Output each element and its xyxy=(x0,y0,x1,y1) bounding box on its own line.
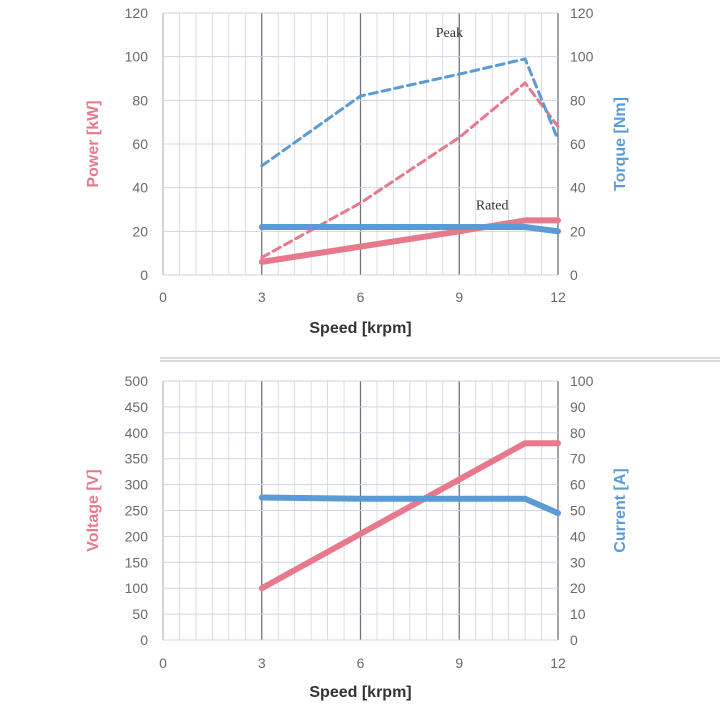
annotation-rated: Rated xyxy=(476,199,509,214)
x-tick-label: 12 xyxy=(550,655,566,671)
y-left-tick-label: 0 xyxy=(140,632,148,648)
y-left-tick-label: 500 xyxy=(125,373,149,389)
y-left-tick-label: 50 xyxy=(132,606,148,622)
y-left-tick-label: 250 xyxy=(125,503,149,519)
x-tick-label: 3 xyxy=(258,655,266,671)
x-axis-title: Speed [krpm] xyxy=(309,320,411,337)
y-left-tick-label: 80 xyxy=(132,92,148,108)
y-left-tick-label: 0 xyxy=(140,267,148,283)
power-torque-chart: 0 3 6 9 12020406080100120020406080100120Spee… xyxy=(85,5,629,337)
x-axis-title: Speed [krpm] xyxy=(309,684,411,701)
y-left-tick-label: 20 xyxy=(132,223,148,239)
y-right-tick-label: 0 xyxy=(570,267,578,283)
y-left-tick-label: 150 xyxy=(125,554,149,570)
y-right-tick-label: 120 xyxy=(570,5,594,21)
y-right-tick-label: 20 xyxy=(570,580,586,596)
y-left-tick-label: 450 xyxy=(125,399,149,415)
y-left-tick-label: 120 xyxy=(125,5,149,21)
series-line-1 xyxy=(258,440,561,592)
y-right-tick-label: 90 xyxy=(570,399,586,415)
x-tick-label: 0 xyxy=(159,655,167,671)
y-right-tick-label: 60 xyxy=(570,136,586,152)
x-tick-label: 6 xyxy=(357,289,365,305)
y-right-tick-label: 50 xyxy=(570,503,586,519)
y-right-tick-label: 60 xyxy=(570,477,586,493)
series-line-2 xyxy=(258,494,561,517)
y-left-tick-label: 60 xyxy=(132,136,148,152)
x-tick-label: 9 xyxy=(455,289,463,305)
series-lines xyxy=(258,440,561,592)
series-lines xyxy=(258,57,561,265)
chart-separator xyxy=(160,357,720,362)
y-right-tick-label: 40 xyxy=(570,528,586,544)
series-line-4 xyxy=(258,224,561,235)
series-line-2 xyxy=(260,57,560,168)
grid xyxy=(162,12,559,276)
y-right-tick-label: 10 xyxy=(570,606,586,622)
y-left-tick-label: 40 xyxy=(132,180,148,196)
y-left-tick-label: 200 xyxy=(125,528,149,544)
y-left-tick-label: 100 xyxy=(125,49,149,65)
y-left-tick-label: 350 xyxy=(125,451,149,467)
y-right-tick-label: 80 xyxy=(570,425,586,441)
y-left-tick-label: 300 xyxy=(125,477,149,493)
y-right-tick-label: 0 xyxy=(570,632,578,648)
y-right-axis-title: Current [A] xyxy=(612,468,629,552)
x-tick-label: 0 xyxy=(159,289,167,305)
grid xyxy=(162,380,559,641)
tick-labels: 0 3 6 9 120501001502002503003504004505000102… xyxy=(125,373,594,671)
y-right-tick-label: 40 xyxy=(570,180,586,196)
annotation-peak: Peak xyxy=(436,26,463,41)
y-right-axis-title: Torque [Nm] xyxy=(612,97,629,191)
y-right-tick-label: 80 xyxy=(570,92,586,108)
y-right-tick-label: 30 xyxy=(570,554,586,570)
y-right-tick-label: 100 xyxy=(570,373,594,389)
y-left-axis-title: Power [kW] xyxy=(85,100,102,187)
x-tick-label: 6 xyxy=(357,655,365,671)
x-tick-label: 12 xyxy=(550,289,566,305)
y-left-tick-label: 100 xyxy=(125,580,149,596)
series-line-3 xyxy=(258,217,561,265)
y-right-tick-label: 20 xyxy=(570,223,586,239)
y-right-tick-label: 70 xyxy=(570,451,586,467)
y-right-tick-label: 100 xyxy=(570,49,594,65)
x-tick-label: 9 xyxy=(455,655,463,671)
y-left-tick-label: 400 xyxy=(125,425,149,441)
y-left-axis-title: Voltage [V] xyxy=(85,469,102,551)
x-tick-label: 3 xyxy=(258,289,266,305)
voltage-current-chart: 0 3 6 9 120501001502002503003504004505000102… xyxy=(85,373,629,701)
